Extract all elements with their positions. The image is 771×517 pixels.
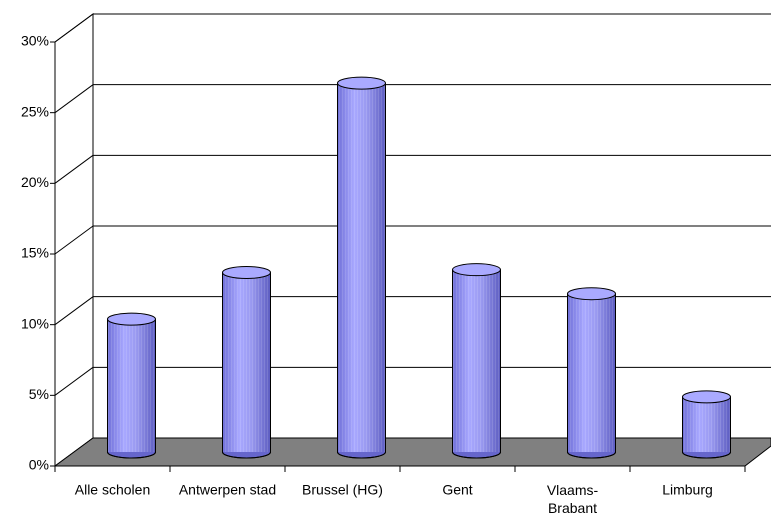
bar-shade bbox=[567, 293, 616, 452]
bar-outline bbox=[337, 83, 386, 459]
y-tick-label: 25% bbox=[21, 103, 49, 119]
x-tick-label: Gent bbox=[442, 482, 472, 498]
bar-shade bbox=[222, 272, 271, 452]
grid-line bbox=[54, 84, 94, 114]
bar-top bbox=[567, 287, 616, 301]
bar-shade bbox=[452, 269, 501, 452]
bar-outline bbox=[452, 269, 501, 459]
x-tick-label: Limburg bbox=[662, 482, 713, 498]
y-tick-label: 5% bbox=[29, 386, 49, 402]
bar-top bbox=[682, 390, 731, 404]
bar-group bbox=[452, 263, 501, 459]
y-tick-label: 30% bbox=[21, 33, 49, 49]
x-tick-label: Antwerpen stad bbox=[179, 482, 276, 498]
grid-line bbox=[54, 366, 94, 396]
bar-outline bbox=[567, 293, 616, 459]
y-tick-label: 15% bbox=[21, 245, 49, 261]
bar-shade bbox=[107, 319, 156, 452]
y-tick-label: 0% bbox=[29, 457, 49, 473]
grid-line bbox=[54, 154, 94, 184]
x-tick-label: Vlaams-Brabant bbox=[547, 482, 599, 516]
grid-line bbox=[54, 296, 94, 326]
bar-top bbox=[452, 263, 501, 277]
bar-outline bbox=[682, 396, 731, 459]
floor bbox=[53, 437, 771, 467]
bar-group bbox=[567, 287, 616, 459]
bar-top bbox=[222, 266, 271, 280]
y-tick-label: 10% bbox=[21, 315, 49, 331]
grid-line bbox=[54, 13, 94, 43]
y-tick-label: 20% bbox=[21, 174, 49, 190]
bar-group bbox=[222, 266, 271, 459]
x-tick-label: Alle scholen bbox=[75, 482, 151, 498]
bar-shade bbox=[682, 396, 731, 452]
x-tick-label: Brussel (HG) bbox=[302, 482, 383, 498]
bar-top bbox=[337, 76, 386, 90]
bar-group bbox=[682, 390, 731, 459]
bar-outline bbox=[222, 272, 271, 459]
bar-outline bbox=[107, 319, 156, 459]
bar-group bbox=[337, 76, 386, 459]
bar-group bbox=[107, 312, 156, 459]
bar-top bbox=[107, 312, 156, 326]
bar-shade bbox=[337, 83, 386, 453]
grid-line bbox=[54, 225, 94, 255]
